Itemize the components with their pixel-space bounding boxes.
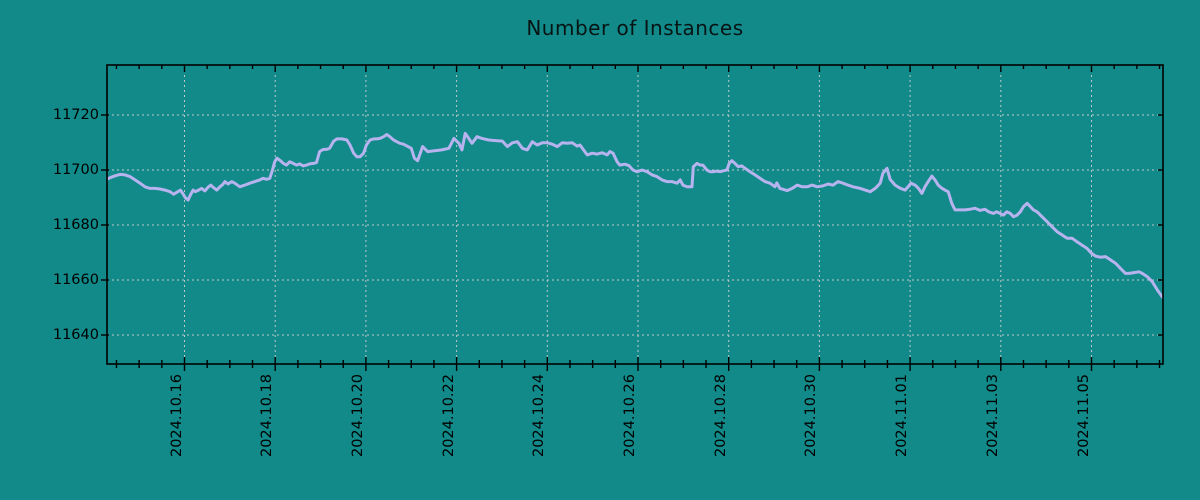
x-tick-label: 2024.10.24 bbox=[531, 374, 548, 458]
y-tick-label: 11640 bbox=[52, 327, 99, 343]
x-tick-label: 2024.10.30 bbox=[803, 374, 820, 458]
y-tick-label: 11680 bbox=[52, 217, 99, 233]
x-tick-label: 2024.10.20 bbox=[349, 374, 366, 458]
y-tick-label: 11700 bbox=[52, 162, 99, 178]
plot-border bbox=[106, 64, 1164, 365]
chart-title: Number of Instances bbox=[526, 16, 744, 40]
series-line bbox=[107, 131, 1163, 300]
x-tick-label: 2024.10.18 bbox=[259, 374, 276, 458]
axis-ticks bbox=[101, 65, 1163, 371]
x-tick-label: 2024.10.26 bbox=[622, 374, 638, 458]
y-tick-label: 11660 bbox=[52, 272, 99, 288]
x-tick-label: 2024.10.22 bbox=[440, 374, 457, 458]
gridlines bbox=[107, 65, 1163, 364]
x-tick-label: 2024.11.03 bbox=[984, 374, 1001, 458]
y-tick-label: 11720 bbox=[52, 107, 99, 123]
x-tick-label: 2024.10.16 bbox=[168, 374, 185, 458]
x-tick-label: 2024.10.28 bbox=[712, 374, 729, 458]
x-tick-label: 2024.11.05 bbox=[1075, 374, 1092, 458]
x-tick-label: 2024.11.01 bbox=[894, 374, 911, 458]
